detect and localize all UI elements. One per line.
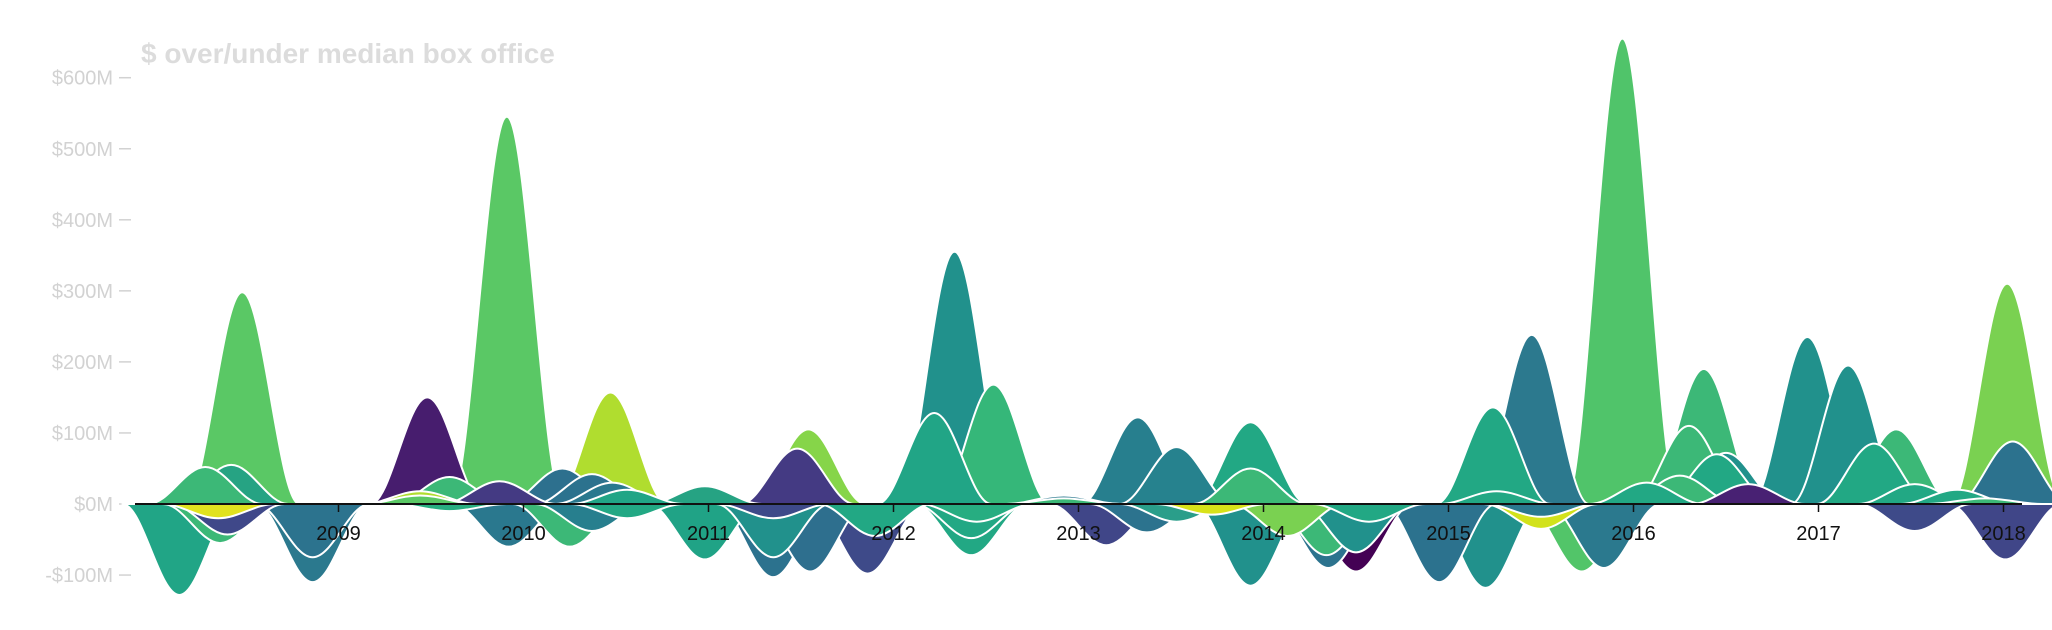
y-tick-label: $500M: [52, 139, 113, 161]
film-wave: [1153, 503, 1270, 516]
wave-series: [121, 37, 2052, 596]
film-wave: [1588, 481, 1705, 505]
film-wave: [918, 503, 1035, 523]
x-tick-label: 2017: [1796, 523, 1841, 545]
x-tick-label: 2013: [1056, 523, 1101, 545]
y-tick-label: $300M: [52, 281, 113, 303]
film-wave: [160, 503, 277, 520]
film-wave: [1310, 503, 1427, 523]
film-wave: [1192, 467, 1309, 505]
y-tick-label: -$100M: [45, 565, 113, 587]
y-tick-label: $100M: [52, 423, 113, 445]
film-wave: [1927, 497, 2043, 505]
film-wave: [441, 480, 558, 505]
x-tick-label: 2010: [501, 523, 546, 545]
film-wave: [1381, 503, 1498, 584]
film-wave: [1690, 483, 1807, 505]
chart-title: $ over/under median box office: [141, 38, 555, 69]
film-wave: [147, 466, 264, 505]
film-wave: [184, 291, 301, 505]
film-wave: [1856, 503, 1973, 532]
film-wave: [569, 503, 686, 520]
y-tick-label: $0M: [74, 494, 113, 516]
y-tick-label: $200M: [52, 352, 113, 374]
film-wave: [715, 503, 832, 559]
y-tick-label: $400M: [52, 210, 113, 232]
film-wave: [254, 503, 371, 559]
film-wave: [1564, 37, 1681, 505]
film-wave: [1483, 503, 1599, 518]
x-tick-label: 2009: [316, 523, 361, 545]
x-axis: 2009 2010 2011 2012 2013 2014 2015 2016 2017 2018: [316, 504, 2026, 545]
x-tick-label: 2016: [1611, 523, 1656, 545]
film-wave: [1438, 490, 1555, 505]
x-tick-label: 2018: [1981, 523, 2026, 545]
film-wave: [569, 488, 686, 505]
x-tick-label: 2012: [871, 523, 916, 545]
film-wave: [715, 503, 832, 520]
film-wave: [1947, 503, 2052, 561]
x-tick-label: 2011: [687, 523, 730, 545]
film-wave: [817, 503, 933, 537]
film-wave: [1954, 440, 2052, 505]
film-wave: [876, 412, 993, 505]
film-wave: [739, 447, 856, 505]
film-wave: [1192, 421, 1309, 505]
x-tick-label: 2014: [1241, 523, 1286, 545]
film-wave: [1434, 406, 1551, 505]
x-tick-label: 2015: [1426, 523, 1471, 545]
y-axis: -$100M $0M $100M $200M $300M $400M $500M $600M: [45, 68, 131, 587]
y-tick-label: $600M: [52, 68, 113, 90]
film-wave: [448, 115, 565, 505]
